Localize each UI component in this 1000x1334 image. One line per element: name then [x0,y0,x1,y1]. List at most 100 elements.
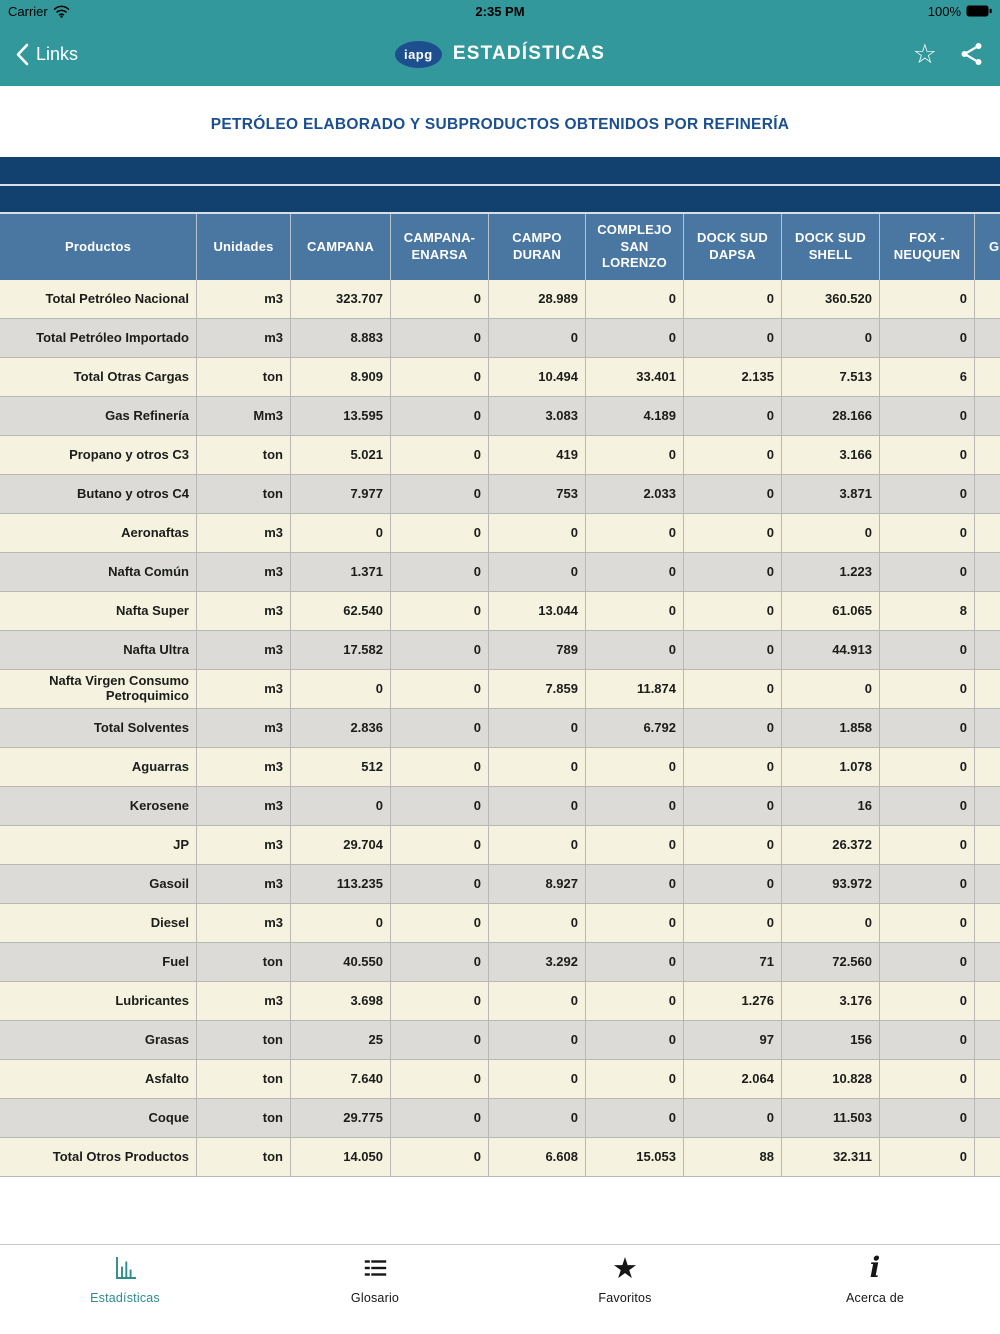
value-cell-complejo-san-lorenzo: 0 [586,826,684,865]
value-cell-dock-sud-shell: 7.513 [782,358,880,397]
table-body: Total Petróleo Nacional m3 323.707 0 28.… [0,280,1000,1177]
value-cell-campana-enarsa: 0 [391,1099,489,1138]
product-name-cell: Kerosene [0,787,197,826]
value-cell-campana: 5.021 [291,436,391,475]
value-cell-campana: 17.582 [291,631,391,670]
value-cell-fox-neuquen: 0 [880,1138,975,1177]
value-cell-clipped [975,475,1000,514]
band-separator-2 [0,212,1000,214]
value-cell-clipped [975,592,1000,631]
value-cell-campo-duran: 13.044 [489,592,586,631]
tab-label: Glosario [350,1291,400,1305]
value-cell-clipped [975,787,1000,826]
value-cell-fox-neuquen: 0 [880,982,975,1021]
value-cell-clipped [975,397,1000,436]
value-cell-dock-sud-dapsa: 0 [684,280,782,319]
value-cell-campana-enarsa: 0 [391,436,489,475]
value-cell-dock-sud-dapsa: 0 [684,709,782,748]
value-cell-campana: 13.595 [291,397,391,436]
share-button[interactable] [959,41,984,67]
value-cell-dock-sud-dapsa: 0 [684,514,782,553]
value-cell-clipped [975,709,1000,748]
table-row: Total Otros Productos ton 14.050 0 6.608… [0,1138,1000,1177]
value-cell-complejo-san-lorenzo: 0 [586,982,684,1021]
value-cell-fox-neuquen: 0 [880,280,975,319]
value-cell-campana: 62.540 [291,592,391,631]
table-row: Total Solventes m3 2.836 0 0 6.792 0 1.8… [0,709,1000,748]
column-header-campana: CAMPANA [291,214,391,280]
table-row: JP m3 29.704 0 0 0 0 26.372 0 [0,826,1000,865]
column-header-fox-neuquen: FOX - NEUQUEN [880,214,975,280]
value-cell-complejo-san-lorenzo: 0 [586,1060,684,1099]
value-cell-campana: 7.640 [291,1060,391,1099]
value-cell-dock-sud-shell: 16 [782,787,880,826]
tab-acerca-de[interactable]: i Acerca de [750,1245,1000,1334]
value-cell-campana: 113.235 [291,865,391,904]
value-cell-campana-enarsa: 0 [391,397,489,436]
unit-cell: ton [197,436,291,475]
value-cell-campana: 0 [291,787,391,826]
column-header-campo-duran: CAMPO DURAN [489,214,586,280]
table-row: Coque ton 29.775 0 0 0 0 11.503 0 [0,1099,1000,1138]
value-cell-clipped [975,1021,1000,1060]
value-cell-dock-sud-dapsa: 0 [684,787,782,826]
unit-cell: ton [197,1099,291,1138]
value-cell-fox-neuquen: 0 [880,904,975,943]
column-header-complejo-san-lorenzo: COMPLEJO SAN LORENZO [586,214,684,280]
star-icon: ★ [612,1250,638,1285]
value-cell-dock-sud-dapsa: 88 [684,1138,782,1177]
unit-cell: m3 [197,280,291,319]
value-cell-campana-enarsa: 0 [391,826,489,865]
value-cell-campana-enarsa: 0 [391,982,489,1021]
product-name-cell: Grasas [0,1021,197,1060]
value-cell-campo-duran: 0 [489,1060,586,1099]
product-name-cell: Nafta Super [0,592,197,631]
value-cell-campana-enarsa: 0 [391,631,489,670]
value-cell-fox-neuquen: 0 [880,397,975,436]
tab-favoritos[interactable]: ★ Favoritos [500,1245,750,1334]
value-cell-campana-enarsa: 0 [391,943,489,982]
value-cell-campana-enarsa: 0 [391,319,489,358]
table-row: Gasoil m3 113.235 0 8.927 0 0 93.972 0 [0,865,1000,904]
back-button-label: Links [36,43,79,64]
value-cell-dock-sud-shell: 0 [782,670,880,709]
table-row: Total Petróleo Importado m3 8.883 0 0 0 … [0,319,1000,358]
value-cell-dock-sud-shell: 3.166 [782,436,880,475]
table-row: Total Otras Cargas ton 8.909 0 10.494 33… [0,358,1000,397]
tab-estadisticas[interactable]: Estadísticas [0,1245,250,1334]
favorite-button[interactable]: ☆ [913,41,937,68]
table-row: Kerosene m3 0 0 0 0 0 16 0 [0,787,1000,826]
table-row: Lubricantes m3 3.698 0 0 0 1.276 3.176 0 [0,982,1000,1021]
back-button[interactable]: Links [16,43,78,66]
value-cell-clipped [975,358,1000,397]
product-name-cell: Total Solventes [0,709,197,748]
product-name-cell: Nafta Virgen Consumo Petroquimico [0,670,197,709]
refinery-table-scroll-area[interactable]: Productos Unidades CAMPANA CAMPANA-ENARS… [0,214,1000,1177]
product-name-cell: Total Petróleo Importado [0,319,197,358]
band-separator [0,184,1000,186]
value-cell-campana: 0 [291,904,391,943]
value-cell-complejo-san-lorenzo: 0 [586,748,684,787]
value-cell-clipped [975,670,1000,709]
table-row: Fuel ton 40.550 0 3.292 0 71 72.560 0 [0,943,1000,982]
product-name-cell: Asfalto [0,1060,197,1099]
value-cell-campo-duran: 7.859 [489,670,586,709]
value-cell-fox-neuquen: 0 [880,436,975,475]
value-cell-complejo-san-lorenzo: 0 [586,436,684,475]
value-cell-clipped [975,1060,1000,1099]
tab-glosario[interactable]: Glosario [250,1245,500,1334]
table-row: Aguarras m3 512 0 0 0 0 1.078 0 [0,748,1000,787]
value-cell-fox-neuquen: 0 [880,670,975,709]
value-cell-clipped [975,1138,1000,1177]
value-cell-dock-sud-dapsa: 2.064 [684,1060,782,1099]
product-name-cell: JP [0,826,197,865]
value-cell-campo-duran: 28.989 [489,280,586,319]
value-cell-fox-neuquen: 0 [880,1060,975,1099]
value-cell-campo-duran: 10.494 [489,358,586,397]
value-cell-dock-sud-shell: 61.065 [782,592,880,631]
value-cell-campana-enarsa: 0 [391,748,489,787]
value-cell-dock-sud-dapsa: 0 [684,904,782,943]
value-cell-dock-sud-dapsa: 0 [684,553,782,592]
value-cell-dock-sud-dapsa: 71 [684,943,782,982]
value-cell-dock-sud-shell: 44.913 [782,631,880,670]
